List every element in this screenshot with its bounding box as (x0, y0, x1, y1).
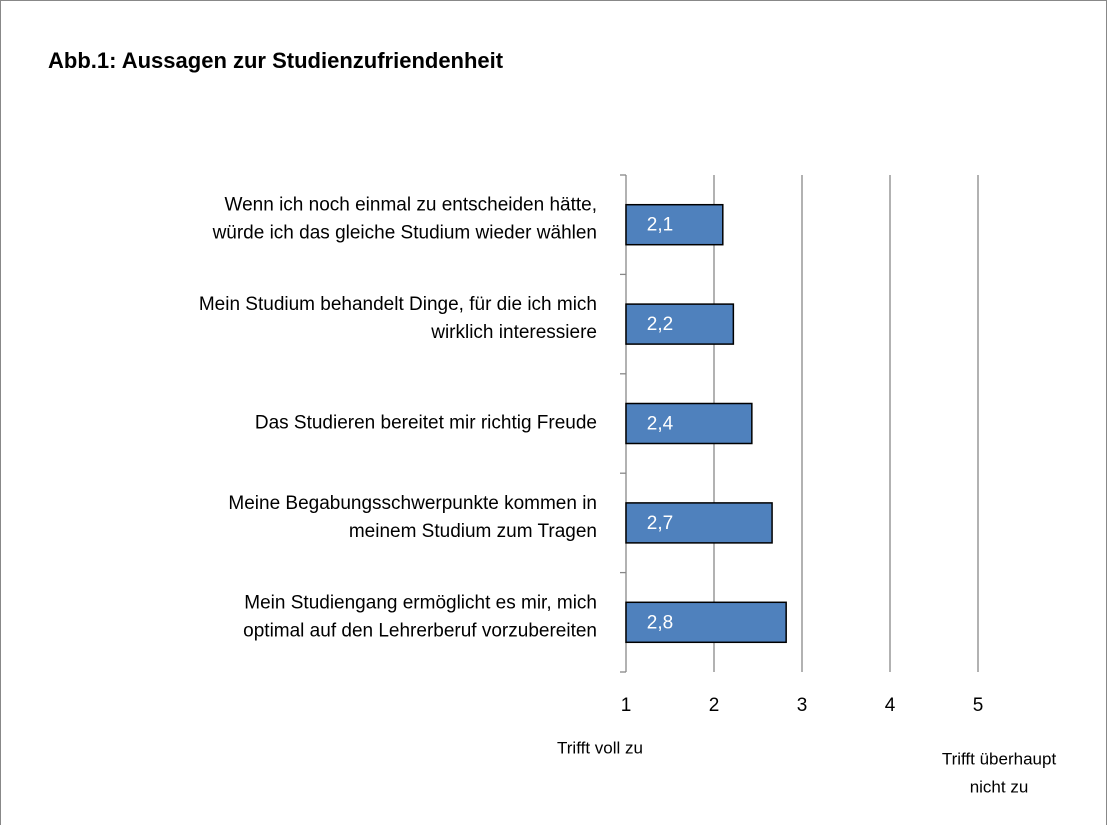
bar (625, 402, 753, 445)
x-tick-label: 5 (973, 695, 984, 716)
axis-label: nicht zu (970, 777, 1029, 796)
x-tick-label: 4 (885, 695, 896, 716)
value-label: 2,1 (647, 215, 673, 236)
value-label: 2,8 (647, 612, 673, 633)
value-label: 2,7 (647, 513, 673, 534)
y-tick-label: Meine Begabungsschwerpunkte kommen in (228, 493, 597, 514)
y-tick-label: Mein Studium behandelt Dinge, für die ic… (199, 294, 597, 315)
y-tick-label: wirklich interessiere (430, 322, 597, 343)
bar (625, 601, 787, 644)
axis-label: Trifft überhaupt (942, 749, 1057, 768)
y-tick-label: Mein Studiengang ermöglicht es mir, mich (244, 592, 597, 613)
x-tick-label: 3 (797, 695, 808, 716)
x-tick-label: 1 (621, 695, 632, 716)
value-label: 2,4 (647, 414, 674, 435)
y-tick-label: meinem Studium zum Tragen (349, 521, 597, 542)
y-tick-label: Das Studieren bereitet mir richtig Freud… (255, 413, 597, 434)
chart-title: Abb.1: Aussagen zur Studienzufriendenhei… (48, 48, 504, 73)
y-tick-label: optimal auf den Lehrerberuf vorzubereite… (243, 620, 597, 641)
value-label: 2,2 (647, 314, 673, 335)
y-tick-label: würde ich das gleiche Studium wieder wäh… (212, 223, 597, 244)
bar (625, 303, 735, 345)
axis-label: Trifft voll zu (557, 738, 643, 757)
bar (625, 203, 724, 246)
x-tick-label: 2 (709, 695, 720, 716)
y-tick-label: Wenn ich noch einmal zu entscheiden hätt… (225, 195, 598, 216)
bar (625, 502, 773, 544)
